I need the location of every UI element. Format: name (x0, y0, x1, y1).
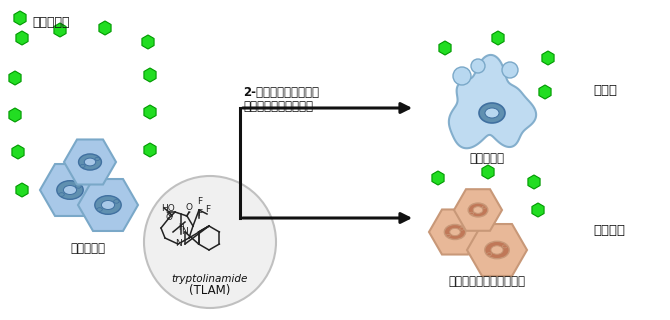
Text: ミトコンドリア呼吸導位: ミトコンドリア呼吸導位 (448, 275, 525, 288)
Polygon shape (528, 175, 540, 189)
Text: 細胞生存: 細胞生存 (593, 223, 625, 236)
Ellipse shape (84, 158, 96, 166)
Ellipse shape (485, 108, 499, 118)
Ellipse shape (487, 253, 492, 256)
Ellipse shape (473, 207, 483, 213)
Polygon shape (467, 224, 527, 276)
Polygon shape (40, 164, 100, 216)
Ellipse shape (484, 241, 509, 259)
Polygon shape (9, 108, 21, 122)
Polygon shape (532, 203, 544, 217)
Polygon shape (142, 35, 154, 49)
Ellipse shape (97, 208, 103, 211)
Ellipse shape (80, 164, 85, 167)
Text: F: F (197, 209, 202, 218)
Polygon shape (64, 140, 116, 185)
Ellipse shape (59, 193, 64, 196)
Ellipse shape (444, 224, 466, 240)
Polygon shape (539, 85, 551, 99)
Text: O: O (165, 213, 172, 222)
Text: F: F (205, 205, 210, 214)
Polygon shape (144, 143, 156, 157)
Text: グルコース: グルコース (32, 15, 70, 28)
Ellipse shape (78, 154, 101, 170)
Text: tryptolinamide: tryptolinamide (172, 274, 248, 284)
Polygon shape (439, 41, 451, 55)
Circle shape (453, 67, 471, 85)
Circle shape (471, 59, 485, 73)
Text: N: N (181, 227, 188, 236)
Ellipse shape (491, 246, 503, 254)
Ellipse shape (94, 196, 121, 214)
Ellipse shape (468, 203, 488, 217)
Ellipse shape (446, 234, 450, 237)
Polygon shape (144, 68, 156, 82)
Text: 解糖系導位: 解糖系導位 (70, 242, 105, 255)
Circle shape (144, 176, 276, 308)
Ellipse shape (101, 201, 115, 210)
Polygon shape (429, 210, 481, 254)
Text: HO: HO (161, 204, 175, 212)
Text: (TLAM): (TLAM) (190, 284, 230, 297)
Ellipse shape (450, 228, 460, 236)
Polygon shape (144, 105, 156, 119)
Text: N: N (175, 239, 182, 248)
Text: 2-デオキシグルコース: 2-デオキシグルコース (243, 86, 319, 99)
Ellipse shape (114, 200, 119, 203)
Polygon shape (9, 71, 21, 85)
Polygon shape (99, 21, 111, 35)
Ellipse shape (57, 181, 83, 199)
Ellipse shape (482, 206, 486, 208)
Polygon shape (432, 171, 444, 185)
Ellipse shape (76, 185, 81, 188)
Ellipse shape (460, 228, 464, 230)
Polygon shape (78, 179, 138, 231)
Text: 細胞死: 細胞死 (593, 84, 617, 97)
Polygon shape (54, 23, 66, 37)
Text: F: F (197, 197, 202, 206)
Polygon shape (12, 145, 24, 159)
Circle shape (502, 62, 518, 78)
Polygon shape (492, 31, 504, 45)
Ellipse shape (470, 212, 474, 215)
Polygon shape (454, 189, 502, 231)
Polygon shape (14, 11, 26, 25)
Ellipse shape (479, 103, 505, 123)
Polygon shape (449, 55, 536, 148)
Text: 解糖系導位: 解糖系導位 (470, 152, 505, 165)
Ellipse shape (502, 245, 507, 248)
Text: O: O (186, 203, 192, 212)
Polygon shape (482, 165, 494, 179)
Polygon shape (16, 183, 28, 197)
Polygon shape (16, 31, 28, 45)
Ellipse shape (95, 157, 100, 160)
Text: （低グルコース模弼）: （低グルコース模弼） (243, 100, 313, 113)
Text: H: H (178, 223, 184, 232)
Ellipse shape (64, 186, 76, 195)
Polygon shape (542, 51, 554, 65)
